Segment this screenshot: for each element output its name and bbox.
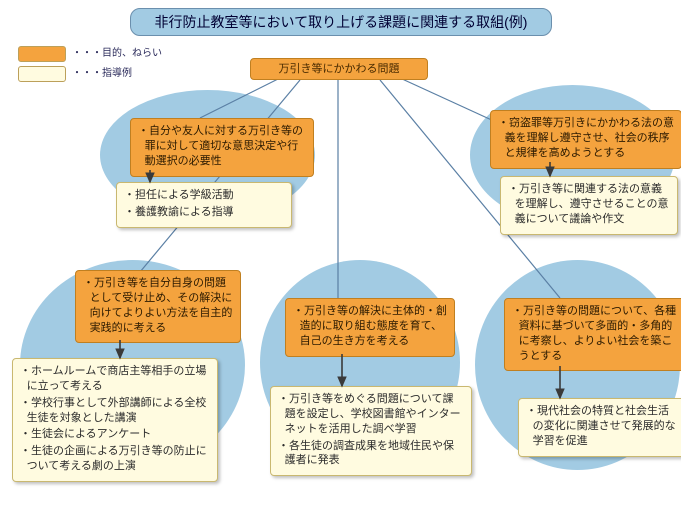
example-line: ・万引き等をめぐる問題について課題を設定し、学校図書館やインターネットを活用した… — [278, 392, 464, 437]
example-box: ・万引き等をめぐる問題について課題を設定し、学校図書館やインターネットを活用した… — [270, 386, 472, 476]
example-line: ・生徒の企画による万引き等の防止について考える劇の上演 — [20, 444, 210, 474]
purpose-box: ・万引き等の解決に主体的・創造的に取り組む態度を育て、自己の生き方を考える — [285, 298, 455, 357]
example-line: ・ホームルームで商店主等相手の立場に立って考える — [20, 364, 210, 394]
legend-swatch-yellow — [18, 66, 66, 82]
example-line: ・現代社会の特質と社会生活の変化に関連させて発展的な学習を促進 — [526, 404, 678, 449]
legend-swatch-orange — [18, 46, 66, 62]
purpose-line: ・万引き等の解決に主体的・創造的に取り組む態度を育て、自己の生き方を考える — [293, 304, 447, 349]
legend: ・・・目的、ねらい ・・・指導例 — [18, 46, 162, 86]
purpose-line: ・万引き等を自分自身の問題として受け止め、その解決に向けてよりよい方法を自主的実… — [83, 276, 233, 335]
example-box: ・現代社会の特質と社会生活の変化に関連させて発展的な学習を促進 — [518, 398, 681, 457]
example-line: ・担任による学級活動 — [124, 188, 284, 203]
purpose-line: ・自分や友人に対する万引き等の罪に対して適切な意思決定や行動選択の必要性 — [138, 124, 306, 169]
purpose-line: ・万引き等の問題について、各種資料に基づいて多面的・多角的に考察し、よりよい社会… — [512, 304, 678, 363]
purpose-box: ・万引き等の問題について、各種資料に基づいて多面的・多角的に考察し、よりよい社会… — [504, 298, 681, 371]
example-line: ・各生徒の調査成果を地域住民や保護者に発表 — [278, 439, 464, 469]
diagram-title: 非行防止教室等において取り上げる課題に関連する取組(例) — [130, 8, 552, 36]
legend-label-orange: ・・・目的、ねらい — [72, 47, 162, 61]
example-line: ・生徒会によるアンケート — [20, 427, 210, 442]
legend-label-yellow: ・・・指導例 — [72, 67, 132, 81]
purpose-box: ・自分や友人に対する万引き等の罪に対して適切な意思決定や行動選択の必要性 — [130, 118, 314, 177]
example-line: ・学校行事として外部講師による全校生徒を対象とした講演 — [20, 396, 210, 426]
example-line: ・万引き等に関連する法の意義を理解し、遵守させることの意義について議論や作文 — [508, 182, 670, 227]
example-line: ・養護教諭による指導 — [124, 205, 284, 220]
example-box: ・万引き等に関連する法の意義を理解し、遵守させることの意義について議論や作文 — [500, 176, 678, 235]
purpose-box: ・万引き等を自分自身の問題として受け止め、その解決に向けてよりよい方法を自主的実… — [75, 270, 241, 343]
example-box: ・ホームルームで商店主等相手の立場に立って考える・学校行事として外部講師による全… — [12, 358, 218, 482]
diagram-canvas: 非行防止教室等において取り上げる課題に関連する取組(例) ・・・目的、ねらい ・… — [0, 0, 681, 518]
purpose-line: ・窃盗罪等万引きにかかわる法の意義を理解し遵守させ、社会の秩序と規律を高めようと… — [498, 116, 674, 161]
example-box: ・担任による学級活動・養護教諭による指導 — [116, 182, 292, 228]
purpose-box: ・窃盗罪等万引きにかかわる法の意義を理解し遵守させ、社会の秩序と規律を高めようと… — [490, 110, 681, 169]
center-topic: 万引き等にかかわる問題 — [250, 58, 428, 80]
